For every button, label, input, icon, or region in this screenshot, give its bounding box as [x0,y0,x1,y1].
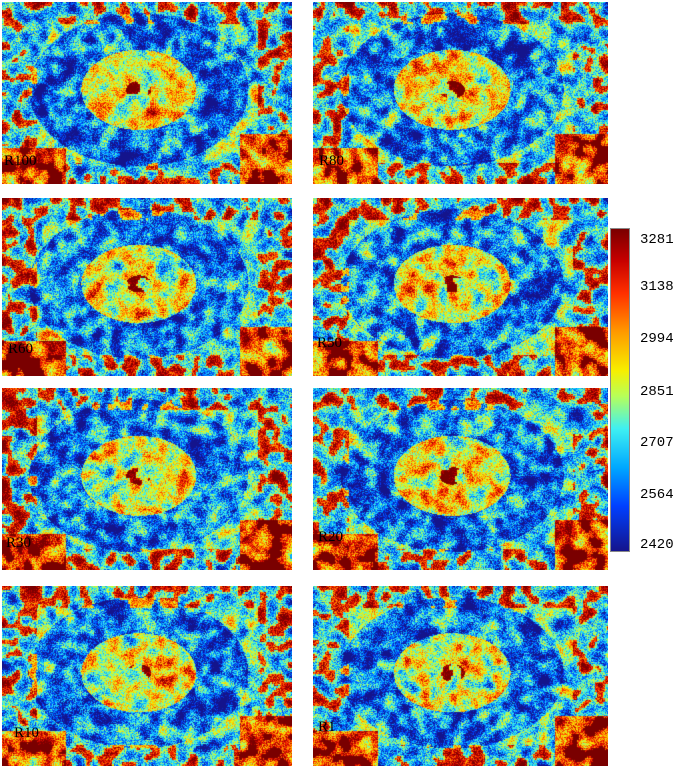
colorbar-tick-label: 2994 [640,331,674,347]
heatmap-panel-r10: R10 [2,586,292,766]
heatmap-panel-r30: R30 [2,388,292,570]
panel-label: R1 [318,719,336,735]
heatmap-panel-r100: R100 [2,2,292,184]
heatmap-panel-r1: R1 [313,586,608,766]
colorbar-tick-label: 2564 [640,487,674,503]
colorbar-tick-label: 2707 [640,435,674,451]
colorbar [610,228,630,552]
heatmap-panel-r50: R50 [313,198,608,376]
panel-label: R10 [14,725,40,741]
panel-label: R80 [319,153,345,169]
panel-label: R30 [6,535,32,551]
heatmap-panel-r80: R80 [313,2,608,184]
colorbar-tick-label: 2420 [640,537,674,553]
panel-label: R60 [8,341,34,357]
panel-label: R20 [318,529,344,545]
colorbar-tick-label: 3138 [640,279,674,295]
colorbar-tick-label: 3281 [640,232,674,248]
heatmap-panel-r20: R20 [313,388,608,570]
heatmap-panel-r60: R60 [2,198,292,376]
colorbar-tick-label: 2851 [640,384,674,400]
panel-label: R50 [317,335,343,351]
panel-label: R100 [4,153,37,169]
